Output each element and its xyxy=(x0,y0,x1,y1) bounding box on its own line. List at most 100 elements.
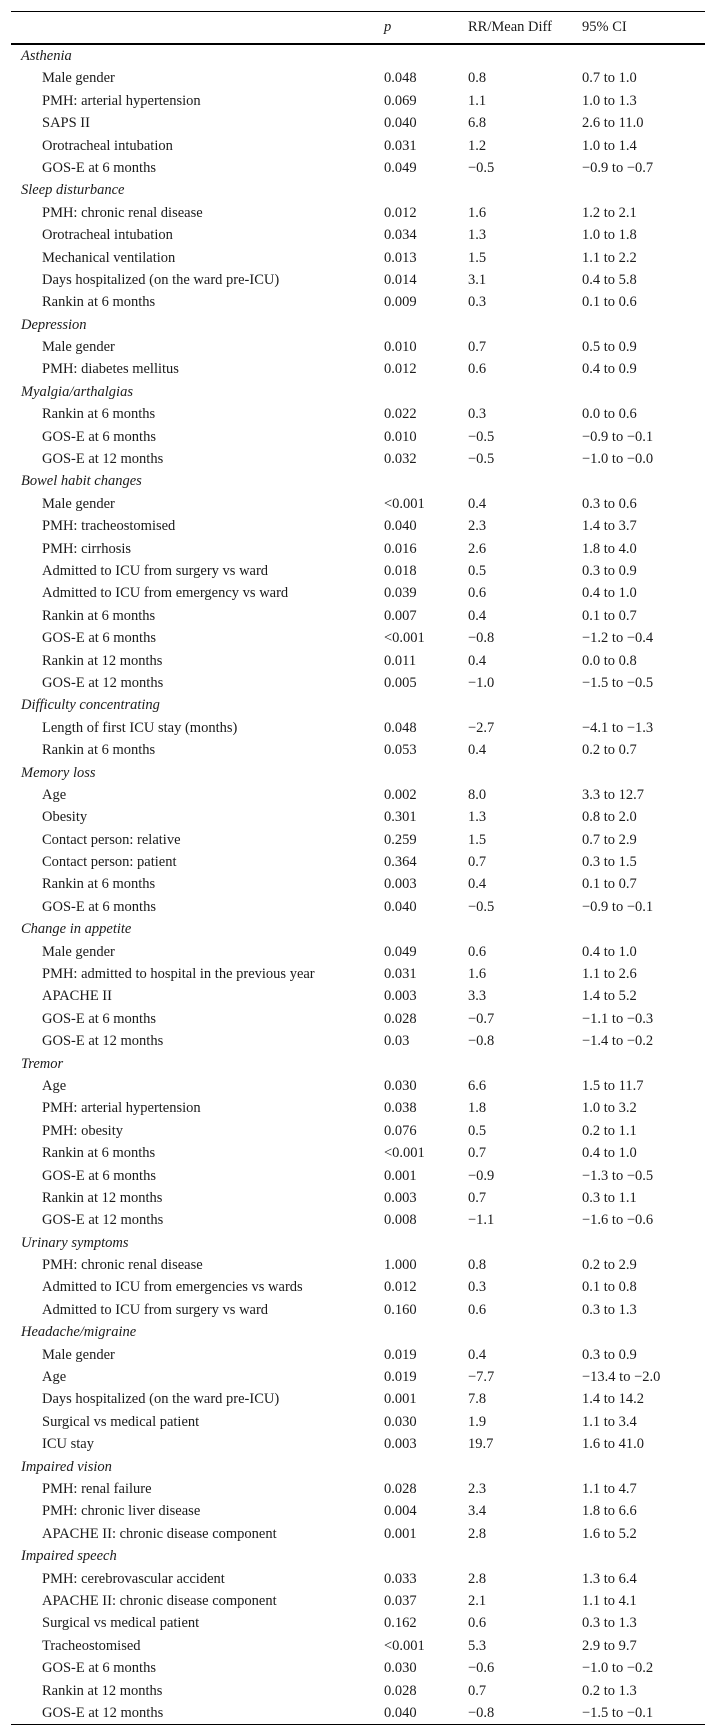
row-rr-mean-diff: −1.1 xyxy=(468,1212,495,1229)
table-row: Male gender 0.048 0.8 0.7 to 1.0 xyxy=(11,67,705,89)
row-variable: GOS-E at 6 months xyxy=(42,630,156,647)
row-p-value: 0.049 xyxy=(384,943,417,960)
table-row: Days hospitalized (on the ward pre-ICU) 0… xyxy=(11,269,705,291)
row-95-ci: 0.1 to 0.7 xyxy=(582,876,637,893)
row-rr-mean-diff: 2.3 xyxy=(468,1481,487,1497)
row-rr-mean-diff: 1.8 xyxy=(468,1100,487,1117)
row-rr-mean-diff: 0.3 xyxy=(468,294,487,311)
row-95-ci: 0.0 to 0.8 xyxy=(582,652,637,669)
group-title: Tremor xyxy=(21,1055,64,1072)
row-95-ci: 0.3 to 0.9 xyxy=(582,562,637,579)
row-p-value: 0.040 xyxy=(384,898,417,915)
row-variable: SAPS II xyxy=(42,115,90,132)
row-p-value: 0.028 xyxy=(384,1682,417,1699)
table-row: PMH: admitted to hospital in the previou… xyxy=(11,963,705,985)
row-p-value: 0.048 xyxy=(384,719,417,736)
row-95-ci: −1.1 to −0.3 xyxy=(582,1010,654,1027)
row-variable: GOS-E at 12 months xyxy=(42,1212,164,1229)
table-row: GOS-E at 6 months 0.010 −0.5 −0.9 to −0.1 xyxy=(11,426,705,448)
row-95-ci: 0.0 to 0.6 xyxy=(582,406,637,423)
row-variable: GOS-E at 6 months xyxy=(42,1010,156,1027)
row-rr-mean-diff: 0.6 xyxy=(468,585,487,602)
row-rr-mean-diff: 0.4 xyxy=(468,652,487,669)
table-row: Surgical vs medical patient 0.030 1.9 1.1 t… xyxy=(11,1411,705,1433)
row-p-value: 0.018 xyxy=(384,562,417,579)
table-row: Rankin at 6 months <0.001 0.7 0.4 to 1.0 xyxy=(11,1142,705,1164)
row-variable: Surgical vs medical patient xyxy=(42,1615,200,1632)
table-bottom-rule xyxy=(11,1724,705,1726)
row-p-value: 0.032 xyxy=(384,451,417,468)
row-p-value: 0.011 xyxy=(384,652,417,669)
row-p-value: 0.016 xyxy=(384,540,417,557)
table-row: Days hospitalized (on the ward pre-ICU) 0… xyxy=(11,1388,705,1410)
row-95-ci: 2.9 to 9.7 xyxy=(582,1637,637,1654)
table-row: Admitted to ICU from surgery vs ward 0.01… xyxy=(11,560,705,582)
table-row: PMH: tracheostomised 0.040 2.3 1.4 to 3.7 xyxy=(11,515,705,537)
row-variable: Mechanical ventilation xyxy=(42,249,176,266)
row-95-ci: −1.6 to −0.6 xyxy=(582,1212,654,1229)
row-rr-mean-diff: 0.6 xyxy=(468,361,487,378)
row-p-value: 0.010 xyxy=(384,339,417,356)
table-row: ICU stay 0.003 19.7 1.6 to 41.0 xyxy=(11,1433,705,1455)
group-heading-row: Difficulty concentrating xyxy=(11,694,705,716)
row-95-ci: −0.9 to −0.1 xyxy=(582,898,654,915)
row-95-ci: 1.0 to 1.8 xyxy=(582,227,637,244)
row-95-ci: 1.5 to 11.7 xyxy=(582,1077,644,1094)
group-title: Headache/migraine xyxy=(21,1324,137,1341)
table-row: APACHE II: chronic disease component 0.00… xyxy=(11,1523,705,1545)
group-title: Memory loss xyxy=(21,764,96,781)
row-p-value: 0.007 xyxy=(384,607,417,624)
group-title: Depression xyxy=(21,316,87,333)
row-rr-mean-diff: 1.5 xyxy=(468,249,487,266)
table-row: Age 0.030 6.6 1.5 to 11.7 xyxy=(11,1075,705,1097)
table-row: Orotracheal intubation 0.031 1.2 1.0 to 1.4 xyxy=(11,135,705,157)
row-95-ci: 0.1 to 0.6 xyxy=(582,294,637,311)
row-95-ci: 0.3 to 1.1 xyxy=(582,1189,637,1206)
row-p-value: 0.004 xyxy=(384,1503,417,1520)
row-95-ci: −0.9 to −0.1 xyxy=(582,428,654,445)
row-variable: Rankin at 6 months xyxy=(42,876,156,893)
row-rr-mean-diff: 0.4 xyxy=(468,607,487,624)
row-95-ci: 1.0 to 3.2 xyxy=(582,1100,637,1117)
row-rr-mean-diff: 0.6 xyxy=(468,943,487,960)
row-rr-mean-diff: 1.1 xyxy=(468,92,487,109)
row-variable: Surgical vs medical patient xyxy=(42,1413,200,1430)
row-p-value: 0.030 xyxy=(384,1660,417,1677)
row-95-ci: 1.4 to 5.2 xyxy=(582,988,637,1005)
table-row: Rankin at 12 months 0.011 0.4 0.0 to 0.8 xyxy=(11,650,705,672)
row-rr-mean-diff: 0.7 xyxy=(468,1189,487,1206)
row-p-value: 0.037 xyxy=(384,1592,417,1609)
row-p-value: 0.040 xyxy=(384,518,417,535)
row-variable: GOS-E at 6 months xyxy=(42,898,156,915)
table-row: Admitted to ICU from surgery vs ward 0.16… xyxy=(11,1299,705,1321)
group-heading-row: Impaired speech xyxy=(11,1545,705,1567)
row-95-ci: −13.4 to −2.0 xyxy=(582,1369,661,1386)
row-95-ci: 0.2 to 2.9 xyxy=(582,1257,637,1274)
row-p-value: 0.160 xyxy=(384,1301,417,1318)
row-p-value: 0.030 xyxy=(384,1077,417,1094)
table-row: APACHE II 0.003 3.3 1.4 to 5.2 xyxy=(11,985,705,1007)
table-row: Obesity 0.301 1.3 0.8 to 2.0 xyxy=(11,806,705,828)
row-rr-mean-diff: −0.5 xyxy=(468,428,495,445)
row-variable: PMH: tracheostomised xyxy=(42,518,176,535)
row-variable: Days hospitalized (on the ward pre-ICU) xyxy=(42,1391,280,1408)
table-row: GOS-E at 12 months 0.032 −0.5 −1.0 to −0.0 xyxy=(11,448,705,470)
row-rr-mean-diff: 2.6 xyxy=(468,540,487,557)
row-95-ci: 1.4 to 14.2 xyxy=(582,1391,645,1408)
row-p-value: <0.001 xyxy=(384,495,425,512)
table-row: GOS-E at 6 months 0.049 −0.5 −0.9 to −0.7 xyxy=(11,157,705,179)
row-95-ci: 0.3 to 0.6 xyxy=(582,495,637,512)
row-p-value: <0.001 xyxy=(384,1145,425,1162)
row-p-value: 0.028 xyxy=(384,1481,417,1497)
table-row: Age 0.019 −7.7 −13.4 to −2.0 xyxy=(11,1366,705,1388)
row-95-ci: 0.4 to 5.8 xyxy=(582,271,637,288)
group-title: Sleep disturbance xyxy=(21,182,125,199)
group-title: Asthenia xyxy=(21,48,72,64)
group-heading-row: Sleep disturbance xyxy=(11,179,705,201)
row-p-value: 0.031 xyxy=(384,966,417,983)
row-variable: Orotracheal intubation xyxy=(42,137,173,154)
table-row: PMH: cirrhosis 0.016 2.6 1.8 to 4.0 xyxy=(11,538,705,560)
group-heading-row: Impaired vision xyxy=(11,1456,705,1478)
row-variable: APACHE II xyxy=(42,988,112,1005)
row-variable: Male gender xyxy=(42,339,115,356)
